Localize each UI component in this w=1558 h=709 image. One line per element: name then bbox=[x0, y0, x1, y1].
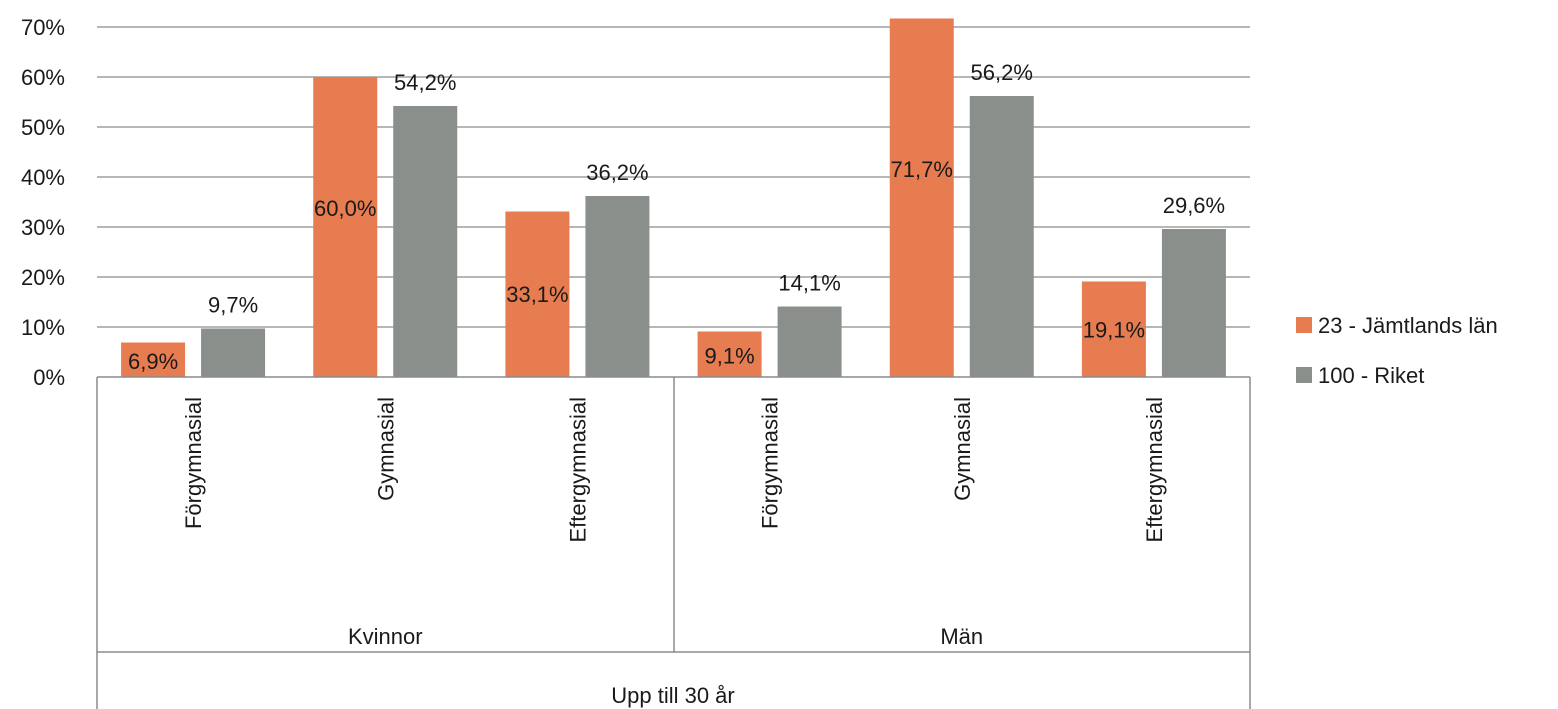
gridlines bbox=[97, 26, 1250, 328]
bar-jamtland bbox=[121, 342, 186, 377]
data-label: 33,1% bbox=[506, 282, 568, 307]
bar-riket bbox=[393, 106, 458, 377]
bar-riket bbox=[1161, 229, 1226, 377]
category-label: Gymnasial bbox=[950, 397, 975, 501]
data-label: 60,0% bbox=[314, 196, 376, 221]
category-labels: Förgymnasial Gymnasial Eftergymnasial Förgy… bbox=[181, 397, 1167, 543]
data-label: 36,2% bbox=[586, 160, 648, 185]
data-labels: 6,9% 60,0% 33,1% 9,1% 71,7% 19,1% 9,7% 54,2% 36,… bbox=[128, 60, 1225, 374]
y-tick-label: 10% bbox=[21, 315, 65, 340]
bar-jamtland bbox=[1081, 281, 1146, 377]
y-tick-label: 60% bbox=[21, 65, 65, 90]
category-label: Eftergymnasial bbox=[565, 397, 590, 543]
y-tick-label: 40% bbox=[21, 165, 65, 190]
data-label: 71,7% bbox=[891, 157, 953, 182]
bar-jamtland bbox=[313, 77, 378, 377]
legend-swatch bbox=[1296, 367, 1312, 383]
bar-jamtland bbox=[889, 18, 954, 377]
data-label: 56,2% bbox=[971, 60, 1033, 85]
category-axis bbox=[96, 376, 1251, 709]
category-label: Eftergymnasial bbox=[1142, 397, 1167, 543]
legend-label: 23 - Jämtlands län bbox=[1318, 313, 1498, 338]
legend: 23 - Jämtlands län 100 - Riket bbox=[1296, 313, 1498, 388]
bar-riket bbox=[201, 328, 266, 377]
outer-group-label: Upp till 30 år bbox=[611, 683, 735, 708]
bar-riket bbox=[585, 196, 650, 377]
data-label: 9,1% bbox=[705, 343, 755, 368]
bar-riket bbox=[777, 306, 842, 377]
y-axis-ticks: 0% 10% 20% 30% 40% 50% 60% 70% bbox=[21, 15, 65, 390]
bar-jamtland bbox=[697, 331, 762, 377]
data-label: 9,7% bbox=[208, 293, 258, 318]
data-label: 14,1% bbox=[778, 271, 840, 296]
category-label: Förgymnasial bbox=[758, 397, 783, 529]
legend-item: 100 - Riket bbox=[1296, 363, 1424, 388]
bar-riket bbox=[969, 96, 1034, 377]
y-tick-label: 0% bbox=[33, 365, 65, 390]
group-labels: Kvinnor Män bbox=[348, 624, 983, 649]
bars bbox=[121, 18, 1226, 377]
y-tick-label: 50% bbox=[21, 115, 65, 140]
y-tick-label: 20% bbox=[21, 265, 65, 290]
data-label: 54,2% bbox=[394, 70, 456, 95]
category-label: Gymnasial bbox=[373, 397, 398, 501]
legend-label: 100 - Riket bbox=[1318, 363, 1424, 388]
legend-item: 23 - Jämtlands län bbox=[1296, 313, 1498, 338]
category-label: Förgymnasial bbox=[181, 397, 206, 529]
y-tick-label: 70% bbox=[21, 15, 65, 40]
data-label: 6,9% bbox=[128, 349, 178, 374]
legend-swatch bbox=[1296, 317, 1312, 333]
data-label: 29,6% bbox=[1163, 193, 1225, 218]
y-tick-label: 30% bbox=[21, 215, 65, 240]
data-label: 19,1% bbox=[1083, 317, 1145, 342]
group-label: Kvinnor bbox=[348, 624, 423, 649]
bar-jamtland bbox=[505, 211, 570, 377]
group-label: Män bbox=[940, 624, 983, 649]
